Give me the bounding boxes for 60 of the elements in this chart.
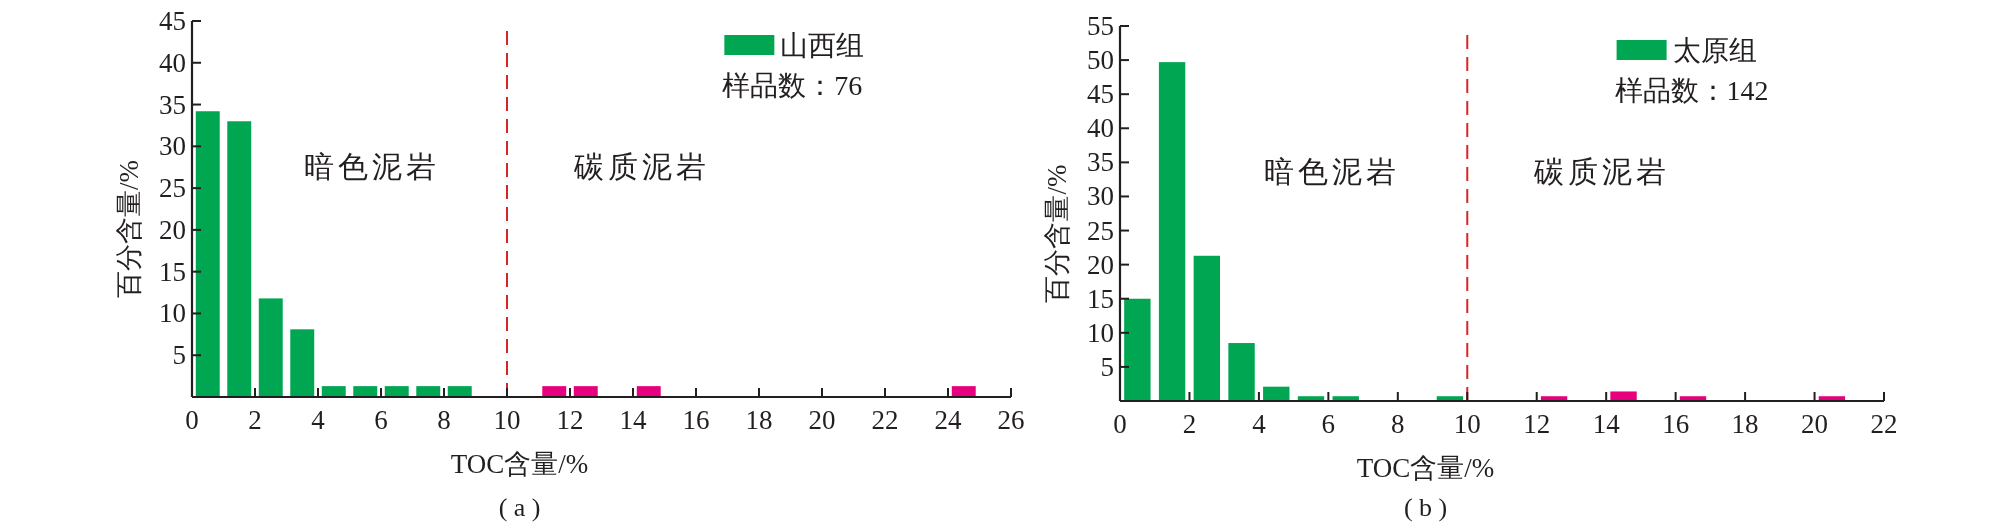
x-tick-label: 14: [1592, 409, 1621, 439]
x-tick-label: 18: [1731, 409, 1759, 439]
x-tick-label: 6: [1321, 409, 1336, 439]
x-tick-label: 8: [1391, 409, 1405, 439]
x-tick-label: 8: [437, 405, 451, 435]
y-axis-title: 百分含量/%: [1042, 164, 1072, 303]
annotation: 样品数：142: [1614, 75, 1769, 106]
y-tick-label: 45: [1087, 79, 1114, 110]
y-tick-label: 5: [1100, 351, 1114, 382]
x-tick-label: 0: [1113, 409, 1127, 439]
y-tick-label: 20: [1087, 249, 1114, 280]
x-tick-label: 16: [682, 405, 710, 435]
x-tick-label: 2: [1182, 409, 1197, 439]
x-tick-label: 16: [1662, 409, 1690, 439]
annotation: 暗色泥岩: [1264, 155, 1401, 188]
y-tick-label: 40: [159, 47, 186, 78]
y-tick-label: 20: [159, 214, 186, 245]
y-tick-label: 15: [159, 256, 186, 287]
x-tick-label: 14: [619, 405, 647, 435]
y-tick-label: 40: [1087, 113, 1114, 144]
y-tick-label: 55: [1087, 11, 1114, 41]
y-tick-label: 45: [159, 6, 186, 36]
x-tick-label: 22: [871, 405, 899, 435]
x-tick-label: 2: [248, 405, 262, 435]
x-tick-label: 4: [1252, 409, 1267, 439]
x-tick-label: 20: [1801, 409, 1829, 439]
y-tick-label: 5: [172, 340, 186, 371]
x-axis-title: TOC含量/%: [1356, 453, 1495, 483]
y-tick-label: 30: [1087, 181, 1114, 212]
x-tick-label: 10: [1453, 409, 1481, 439]
legend-label: 山西组: [780, 30, 865, 61]
y-tick-label: 25: [159, 173, 186, 204]
text: ( a ): [498, 493, 541, 522]
x-tick-label: 20: [808, 405, 836, 435]
x-tick-label: 0: [185, 405, 199, 435]
y-tick-label: 25: [1087, 215, 1114, 246]
y-tick-label: 35: [1087, 147, 1114, 178]
x-tick-label: 6: [374, 405, 388, 435]
annotation: 暗色泥岩: [304, 150, 440, 183]
annotation: 碳质泥岩: [1533, 155, 1671, 188]
y-axis-title: 百分含量/%: [114, 160, 144, 298]
y-tick-label: 15: [1087, 283, 1114, 314]
legend-label: 太原组: [1672, 35, 1757, 66]
y-tick-label: 35: [159, 89, 186, 120]
y-tick-label: 10: [159, 298, 186, 329]
y-tick-label: 50: [1087, 45, 1114, 76]
annotation: 碳质泥岩: [573, 150, 710, 183]
x-tick-label: 26: [997, 405, 1025, 435]
text: ( b ): [1403, 493, 1448, 522]
x-tick-label: 22: [1870, 409, 1898, 439]
x-tick-label: 24: [934, 405, 962, 435]
y-tick-label: 10: [1087, 317, 1114, 348]
x-tick-label: 12: [556, 405, 584, 435]
annotation: 样品数：76: [722, 70, 863, 101]
y-tick-label: 30: [159, 131, 186, 162]
x-tick-label: 12: [1523, 409, 1551, 439]
x-tick-label: 4: [311, 405, 326, 435]
x-tick-label: 18: [745, 405, 773, 435]
x-axis-title: TOC含量/%: [450, 449, 589, 479]
x-tick-label: 10: [493, 405, 521, 435]
